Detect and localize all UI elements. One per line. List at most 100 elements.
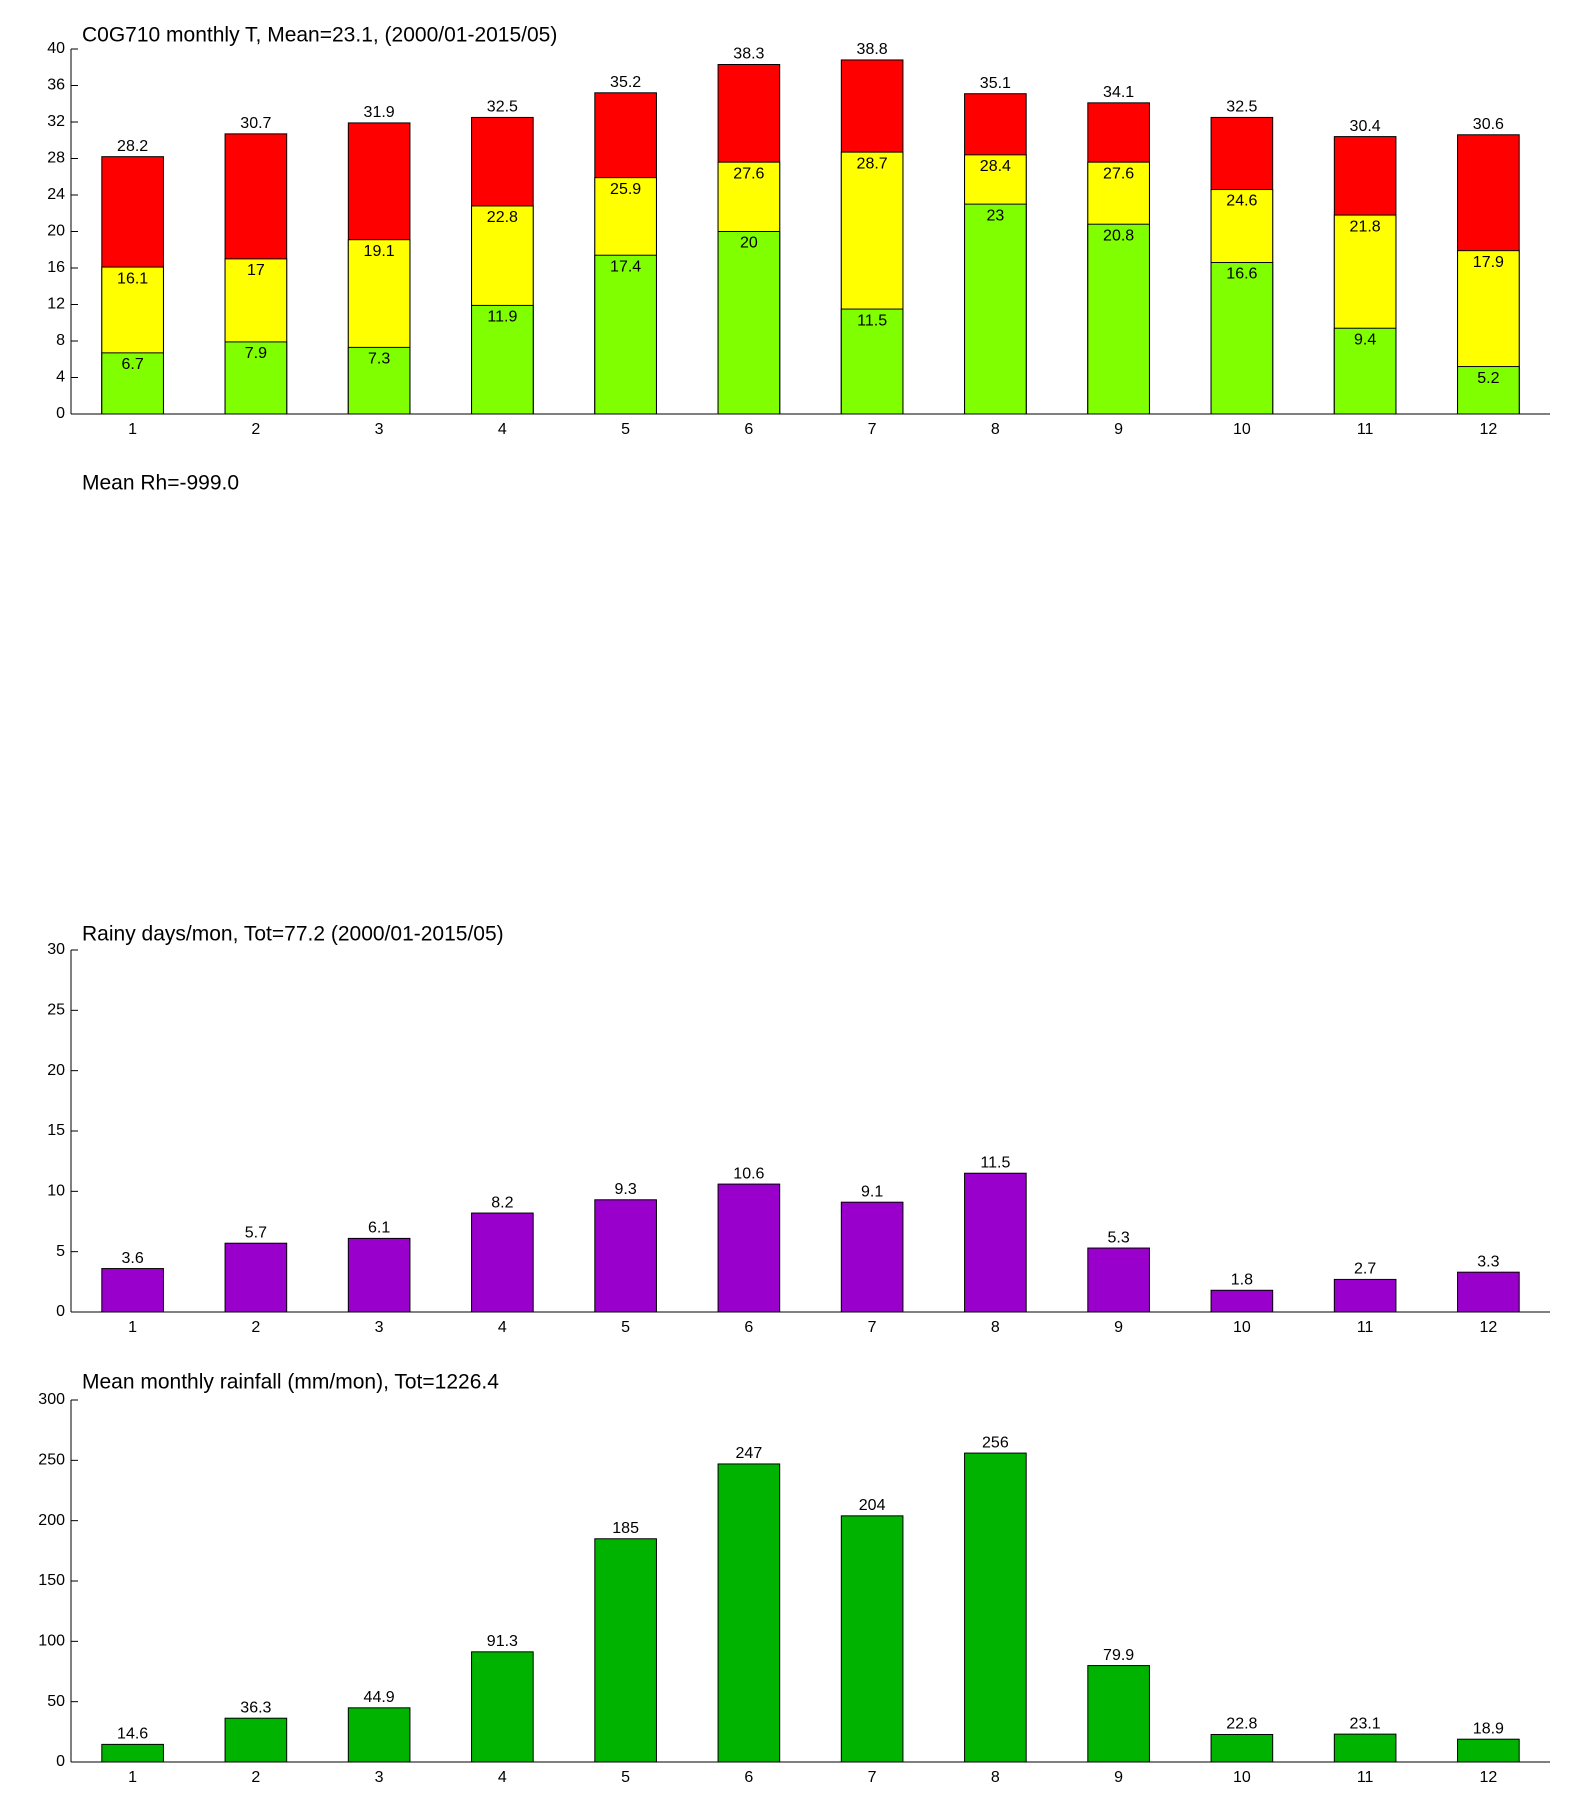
bar: [101, 352, 164, 415]
y-tick-label: 5: [56, 1243, 65, 1260]
x-tick-label: 4: [498, 1319, 507, 1336]
bar: [964, 203, 1027, 415]
bar: [717, 1183, 781, 1313]
value-label: 36.3: [240, 1699, 271, 1716]
bar: [594, 254, 657, 415]
value-label: 7.3: [368, 351, 390, 368]
bar: [1333, 1733, 1397, 1763]
bar: [1457, 366, 1520, 415]
chart-title: Mean monthly rainfall (mm/mon), Tot=1226…: [82, 1371, 499, 1394]
value-label: 185: [612, 1520, 639, 1537]
value-label: 23.1: [1350, 1715, 1381, 1732]
x-tick-label: 11: [1357, 1319, 1374, 1336]
x-tick-label: 12: [1479, 1769, 1497, 1786]
value-label: 35.1: [980, 75, 1011, 92]
bar: [347, 346, 411, 415]
value-label: 3.6: [122, 1250, 144, 1267]
value-label: 38.8: [857, 41, 888, 58]
value-label: 32.5: [487, 99, 518, 116]
value-label: 256: [982, 1434, 1009, 1451]
value-label: 32.5: [1226, 99, 1257, 116]
value-label: 35.2: [610, 74, 641, 91]
value-label: 38.3: [733, 46, 764, 63]
value-label: 8.2: [491, 1194, 513, 1211]
value-label: 3.3: [1477, 1253, 1499, 1270]
y-tick-label: 15: [47, 1122, 65, 1139]
x-tick-label: 12: [1479, 421, 1497, 438]
value-label: 31.9: [364, 104, 395, 121]
x-tick-label: 1: [128, 1319, 137, 1336]
value-label: 16.1: [117, 270, 148, 287]
y-tick-label: 10: [47, 1183, 65, 1200]
y-tick-label: 100: [38, 1633, 65, 1650]
x-tick-label: 5: [621, 1319, 630, 1336]
x-tick-label: 3: [375, 1319, 384, 1336]
value-label: 247: [736, 1445, 763, 1462]
bar: [471, 1651, 534, 1763]
y-tick-label: 8: [56, 332, 65, 349]
value-label: 17: [247, 262, 265, 279]
bar: [347, 1707, 411, 1763]
value-label: 20: [740, 235, 758, 252]
y-tick-label: 32: [47, 113, 65, 130]
bar: [1087, 1665, 1150, 1763]
x-tick-label: 1: [128, 421, 137, 438]
y-tick-label: 12: [47, 296, 65, 313]
value-label: 18.9: [1473, 1720, 1504, 1737]
y-tick-label: 200: [38, 1512, 65, 1529]
x-tick-label: 6: [744, 421, 753, 438]
bar: [1087, 1247, 1150, 1313]
value-label: 5.7: [245, 1224, 267, 1241]
y-tick-label: 25: [47, 1002, 65, 1019]
value-label: 22.8: [1226, 1716, 1257, 1733]
bar: [840, 308, 904, 415]
bar: [471, 304, 534, 415]
y-tick-label: 250: [38, 1452, 65, 1469]
value-label: 34.1: [1103, 84, 1134, 101]
value-label: 17.4: [610, 258, 641, 275]
x-tick-label: 12: [1479, 1319, 1497, 1336]
bar: [101, 1743, 164, 1763]
value-label: 30.4: [1350, 118, 1381, 135]
bar: [224, 341, 288, 415]
value-label: 6.1: [368, 1220, 390, 1237]
y-tick-label: 0: [56, 1753, 65, 1770]
value-label: 27.6: [1103, 165, 1134, 182]
y-tick-label: 20: [47, 223, 65, 240]
x-tick-label: 9: [1114, 1319, 1123, 1336]
bar: [840, 1201, 904, 1313]
bar: [1087, 223, 1150, 415]
y-tick-label: 0: [56, 1303, 65, 1320]
y-tick-label: 50: [47, 1693, 65, 1710]
value-label: 204: [859, 1497, 886, 1514]
x-tick-label: 10: [1233, 1769, 1251, 1786]
value-label: 10.6: [733, 1165, 764, 1182]
y-tick-label: 300: [38, 1391, 65, 1408]
y-tick-label: 16: [47, 259, 65, 276]
value-label: 91.3: [487, 1633, 518, 1650]
value-label: 5.3: [1108, 1229, 1130, 1246]
value-label: 7.9: [245, 345, 267, 362]
value-label: 28.7: [857, 155, 888, 172]
value-label: 17.9: [1473, 254, 1504, 271]
x-tick-label: 7: [868, 1769, 877, 1786]
bar: [1210, 1289, 1274, 1313]
y-tick-label: 20: [47, 1062, 65, 1079]
bar: [964, 1452, 1027, 1763]
bar: [594, 1199, 657, 1313]
y-tick-label: 0: [56, 405, 65, 422]
y-tick-label: 24: [47, 186, 65, 203]
bar: [101, 1268, 164, 1313]
x-tick-label: 3: [375, 421, 384, 438]
chart-title: C0G710 monthly T, Mean=23.1, (2000/01-20…: [82, 24, 557, 47]
x-tick-label: 6: [744, 1319, 753, 1336]
chart-title: Rainy days/mon, Tot=77.2 (2000/01-2015/0…: [82, 923, 504, 946]
value-label: 44.9: [364, 1689, 395, 1706]
bar: [1333, 327, 1397, 415]
x-tick-label: 2: [251, 1769, 260, 1786]
x-tick-label: 7: [868, 1319, 877, 1336]
value-label: 11.5: [980, 1154, 1010, 1171]
x-tick-label: 2: [251, 421, 260, 438]
value-label: 20.8: [1103, 227, 1134, 244]
value-label: 16.6: [1226, 266, 1257, 283]
